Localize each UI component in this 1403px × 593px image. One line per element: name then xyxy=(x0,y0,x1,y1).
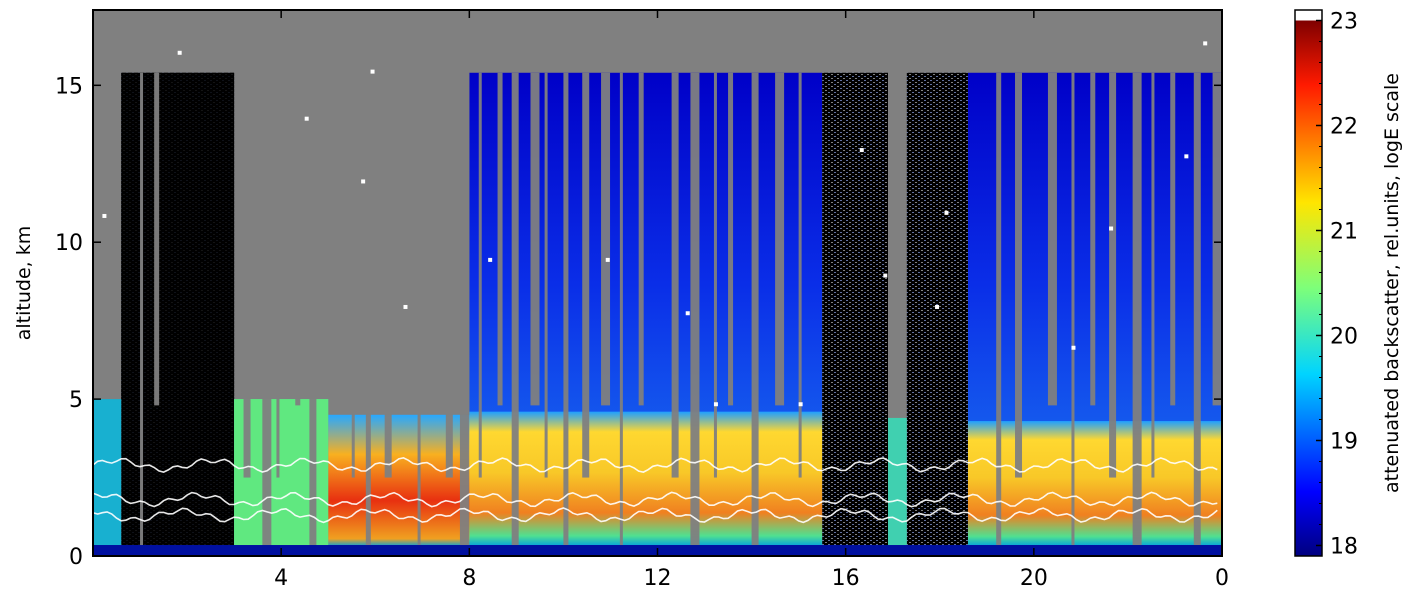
nodata-streak xyxy=(352,73,355,478)
cloud-pixel xyxy=(944,211,948,215)
nodata-streak xyxy=(545,73,548,478)
x-tick-label: 20 xyxy=(1020,566,1048,591)
colorbar-tick-label: 19 xyxy=(1330,430,1358,455)
nodata-streak xyxy=(366,73,371,547)
noise-region xyxy=(907,73,968,556)
cloud-pixel xyxy=(714,402,718,406)
nodata-streak xyxy=(1213,73,1222,406)
cloud-pixel xyxy=(883,274,887,278)
cloud-pixel xyxy=(1071,346,1075,350)
nodata-streak xyxy=(140,73,143,547)
nodata-streak xyxy=(1048,73,1057,406)
nodata-streak xyxy=(498,73,503,406)
cloud-pixel xyxy=(686,311,690,315)
nodata-streak xyxy=(1194,73,1201,547)
nodata-streak xyxy=(563,73,568,547)
nodata-streak xyxy=(1151,73,1154,478)
cloud-pixel xyxy=(1203,41,1207,45)
nodata-streak xyxy=(1170,73,1175,406)
colorbar-over xyxy=(1295,10,1322,21)
nodata-streak xyxy=(672,73,679,478)
colorbar-tick-label: 22 xyxy=(1330,115,1358,140)
cloud-pixel xyxy=(102,214,106,218)
x-tick-label: 4 xyxy=(274,566,288,591)
nodata-streak xyxy=(418,73,421,547)
nodata-streak xyxy=(714,73,717,478)
nodata-streak xyxy=(154,73,159,406)
cloud-pixel xyxy=(606,258,610,262)
x-tick-label: 0 xyxy=(1215,566,1229,591)
nodata-streak xyxy=(403,73,412,406)
nodata-streak xyxy=(309,73,316,547)
aerosol-layer-6 xyxy=(888,418,907,547)
y-tick-label: 10 xyxy=(55,231,83,256)
colorbar: 18 19 20 21 22 23 xyxy=(1295,10,1358,560)
nodata-streak xyxy=(295,73,300,406)
colorbar-label: attenuated backscatter, rel.units, logE … xyxy=(1381,73,1403,493)
colorbar-tick-label: 20 xyxy=(1330,325,1358,350)
x-tick-label: 16 xyxy=(832,566,860,591)
nodata-streak xyxy=(385,73,392,478)
cloud-pixel xyxy=(935,305,939,309)
nodata-streak xyxy=(479,73,482,478)
colorbar-tick-label: 18 xyxy=(1330,535,1358,560)
cloud-pixel xyxy=(1184,154,1188,158)
colorbar-tick-label: 21 xyxy=(1330,220,1358,245)
nodata-streak xyxy=(775,73,784,406)
aerosol-layer-4 xyxy=(469,412,822,547)
colorbar-gradient xyxy=(1295,21,1322,557)
nodata-streak xyxy=(601,73,610,406)
nodata-streak xyxy=(512,73,519,547)
y-axis-label: altitude, km xyxy=(13,226,35,340)
cloud-pixel xyxy=(178,51,182,55)
nodata-streak xyxy=(1090,73,1095,406)
nodata-streak xyxy=(460,73,469,547)
cloud-pixel xyxy=(361,179,365,183)
nodata-streak xyxy=(690,73,699,547)
nodata-streak xyxy=(432,73,437,406)
nodata-streak xyxy=(276,73,279,478)
x-tick-label: 12 xyxy=(644,566,672,591)
cloud-pixel xyxy=(1109,227,1113,231)
y-tick-label: 5 xyxy=(69,388,83,413)
cloud-pixel xyxy=(488,258,492,262)
nodata-streak xyxy=(620,73,623,547)
nodata-streak xyxy=(752,73,759,547)
aerosol-layer-8 xyxy=(968,421,1222,547)
plot-area xyxy=(93,10,1222,556)
cloud-pixel xyxy=(305,117,309,121)
nodata-streak xyxy=(262,73,271,547)
aerosol-layer-0 xyxy=(93,399,121,546)
nodata-streak xyxy=(582,73,589,478)
noise-region xyxy=(822,73,888,556)
nodata-streak xyxy=(1071,73,1074,547)
nodata-streak xyxy=(799,73,802,478)
cloud-pixel xyxy=(799,402,803,406)
nodata-streak xyxy=(1133,73,1142,547)
nodata-streak xyxy=(244,73,251,478)
cloud-pixel xyxy=(860,148,864,152)
colorbar-tick-label: 23 xyxy=(1330,10,1358,35)
y-tick-label: 15 xyxy=(55,74,83,99)
nodata-streak xyxy=(338,73,347,406)
nodata-streak xyxy=(728,73,733,406)
night-region xyxy=(121,73,234,556)
x-tick-label: 8 xyxy=(462,566,476,591)
cloud-pixel xyxy=(403,305,407,309)
nodata-streak xyxy=(530,73,539,406)
nodata-streak xyxy=(996,73,1001,547)
nodata-streak xyxy=(639,73,644,406)
y-tick-label: 0 xyxy=(69,545,83,570)
nodata-streak xyxy=(1109,73,1116,478)
nodata-streak xyxy=(446,73,453,478)
nodata-streak xyxy=(1015,73,1022,478)
cloud-pixel xyxy=(371,70,375,74)
